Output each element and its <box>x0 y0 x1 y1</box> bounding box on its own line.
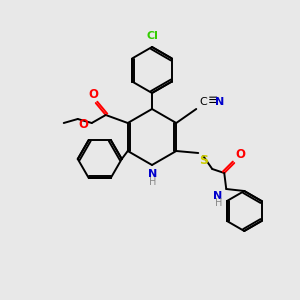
Text: H: H <box>149 177 157 187</box>
Text: N: N <box>148 169 158 179</box>
Text: ≡: ≡ <box>207 94 218 107</box>
Text: O: O <box>79 118 89 130</box>
Text: Cl: Cl <box>146 31 158 41</box>
Text: C: C <box>199 97 207 107</box>
Text: O: O <box>89 88 99 101</box>
Text: N: N <box>215 97 224 107</box>
Text: H: H <box>215 198 222 208</box>
Text: N: N <box>213 191 222 201</box>
Text: S: S <box>199 154 208 167</box>
Text: O: O <box>235 148 245 161</box>
